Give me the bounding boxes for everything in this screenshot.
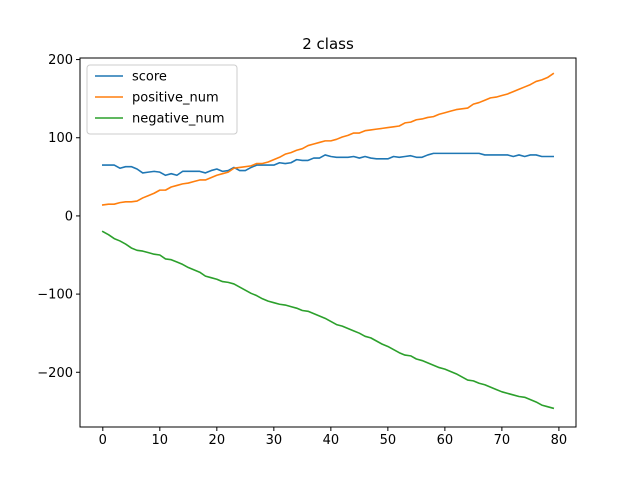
x-tick-label: 20 (209, 433, 226, 448)
legend-label-positive-num: positive_num (132, 91, 219, 106)
x-tick-label: 60 (437, 433, 454, 448)
x-tick-label: 40 (323, 433, 340, 448)
x-tick-label: 50 (380, 433, 397, 448)
x-axis: 0 10 20 30 40 50 60 70 80 (99, 427, 568, 448)
x-tick-label: 70 (494, 433, 511, 448)
x-tick-label: 0 (99, 433, 107, 448)
y-axis: −200 −100 0 100 200 (37, 53, 80, 381)
x-tick-label: 80 (551, 433, 568, 448)
series-line-positive-num (101, 72, 555, 206)
legend-box (86, 64, 238, 135)
y-tick-label: −100 (37, 288, 73, 303)
legend: score positive_num negative_num (86, 64, 238, 135)
x-tick-label: 30 (266, 433, 283, 448)
y-tick-label: 0 (65, 209, 73, 224)
y-tick-label: −200 (37, 366, 73, 381)
series-lines (101, 72, 555, 410)
y-tick-label: 100 (48, 131, 73, 146)
series-line-score (102, 152, 555, 177)
plot-frame (79, 57, 577, 428)
y-tick-label: 200 (48, 53, 73, 68)
legend-label-negative-num: negative_num (132, 112, 225, 127)
chart-title: 2 class (302, 35, 354, 53)
legend-label-score: score (132, 70, 167, 85)
series-line-negative-num (101, 230, 555, 410)
x-tick-label: 10 (152, 433, 169, 448)
